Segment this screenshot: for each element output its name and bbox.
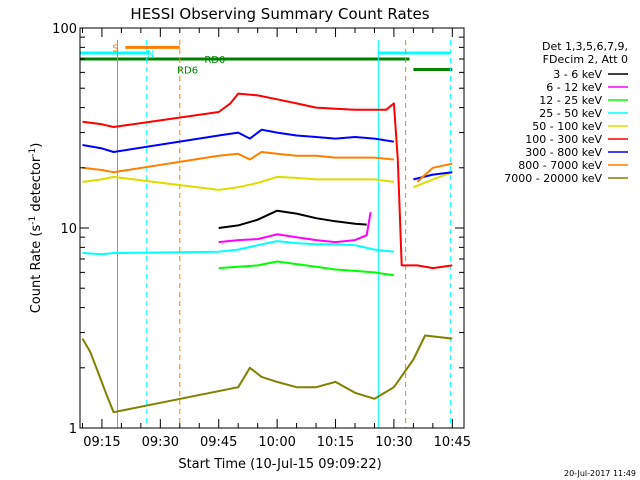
legend-entry-label: 7000 - 20000 keV xyxy=(504,172,602,185)
x-tick-label: 10:15 xyxy=(317,435,354,450)
legend-entry-label: 25 - 50 keV xyxy=(539,107,602,120)
legend-entry-label: 100 - 300 keV xyxy=(525,133,602,146)
series-line xyxy=(82,151,453,183)
legend-header: Det 1,3,5,6,7,9, xyxy=(542,40,628,53)
flag-bar-label: N xyxy=(147,49,154,60)
series-line xyxy=(218,209,367,229)
x-axis-label: Start Time (10-Jul-15 09:09:22) xyxy=(178,457,381,472)
x-tick-label: 10:00 xyxy=(258,435,295,450)
legend-header: FDecim 2, Att 0 xyxy=(543,53,628,66)
y-tick-label: 1 xyxy=(69,422,77,437)
series-line xyxy=(82,171,453,191)
footer-timestamp: 20-Jul-2017 11:49 xyxy=(564,469,636,478)
series-line xyxy=(82,92,453,270)
x-tick-label: 09:15 xyxy=(83,435,120,450)
series-line xyxy=(218,260,395,277)
legend-entry-label: 6 - 12 keV xyxy=(546,81,602,94)
x-tick-label: 09:30 xyxy=(142,435,179,450)
series-line xyxy=(81,334,453,414)
y-axis-label: Count Rate (s-1 detector-1) xyxy=(28,143,44,314)
vertical-markers xyxy=(117,40,451,428)
chart-title: HESSI Observing Summary Count Rates xyxy=(130,5,429,23)
series-lines xyxy=(81,92,453,414)
flag-bar-label: RD0 xyxy=(204,55,225,66)
x-axis-ticks: 09:15 09:30 09:45 10:00 10:15 10:30 10:45 xyxy=(81,28,471,450)
legend-entry-label: 12 - 25 keV xyxy=(539,94,602,107)
y-axis-ticks: 1 10 100 xyxy=(52,22,464,437)
legend-entry-label: 300 - 800 keV xyxy=(525,146,602,159)
flag-bar-label: RD6 xyxy=(177,66,198,77)
legend-entry-label: 3 - 6 keV xyxy=(553,68,602,81)
y-tick-label: 100 xyxy=(52,22,77,37)
x-tick-label: 10:45 xyxy=(434,435,471,450)
legend-entry-label: 50 - 100 keV xyxy=(532,120,602,133)
x-tick-label: 09:45 xyxy=(200,435,237,450)
series-line xyxy=(82,128,453,181)
y-tick-label: 10 xyxy=(60,222,77,237)
legend: Det 1,3,5,6,7,9,FDecim 2, Att 0 3 - 6 keV… xyxy=(504,40,628,185)
flag-bar-label: S xyxy=(112,43,118,54)
series-line xyxy=(82,240,395,256)
x-tick-label: 10:30 xyxy=(375,435,412,450)
instrument-flag-bars: S N RD0 RD6 xyxy=(80,43,453,77)
series-line xyxy=(218,212,372,244)
legend-entry-label: 800 - 7000 keV xyxy=(518,159,602,172)
